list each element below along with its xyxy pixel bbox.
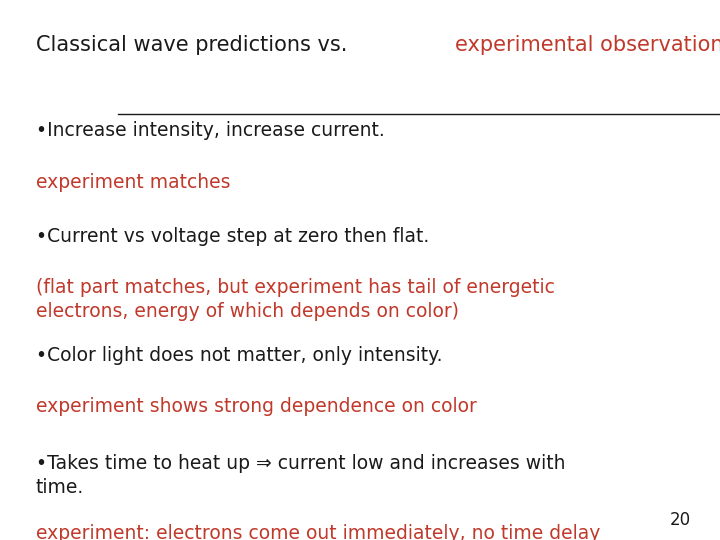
Text: experiment shows strong dependence on color: experiment shows strong dependence on co… [36,397,477,416]
Text: 20: 20 [670,511,691,529]
Text: Classical wave predictions vs.: Classical wave predictions vs. [36,35,361,55]
Text: (flat part matches, but experiment has tail of energetic
electrons, energy of wh: (flat part matches, but experiment has t… [36,278,555,321]
Text: •Current vs voltage step at zero then flat.: •Current vs voltage step at zero then fl… [36,227,429,246]
Text: experiment: electrons come out immediately, no time delay
to heat up: experiment: electrons come out immediate… [36,524,600,540]
Text: experiment matches: experiment matches [36,173,230,192]
Text: experimental observations: experimental observations [455,35,720,55]
Text: •Takes time to heat up ⇒ current low and increases with
time.: •Takes time to heat up ⇒ current low and… [36,454,565,497]
Text: •Color light does not matter, only intensity.: •Color light does not matter, only inten… [36,346,443,365]
Text: •Increase intensity, increase current.: •Increase intensity, increase current. [36,122,384,140]
